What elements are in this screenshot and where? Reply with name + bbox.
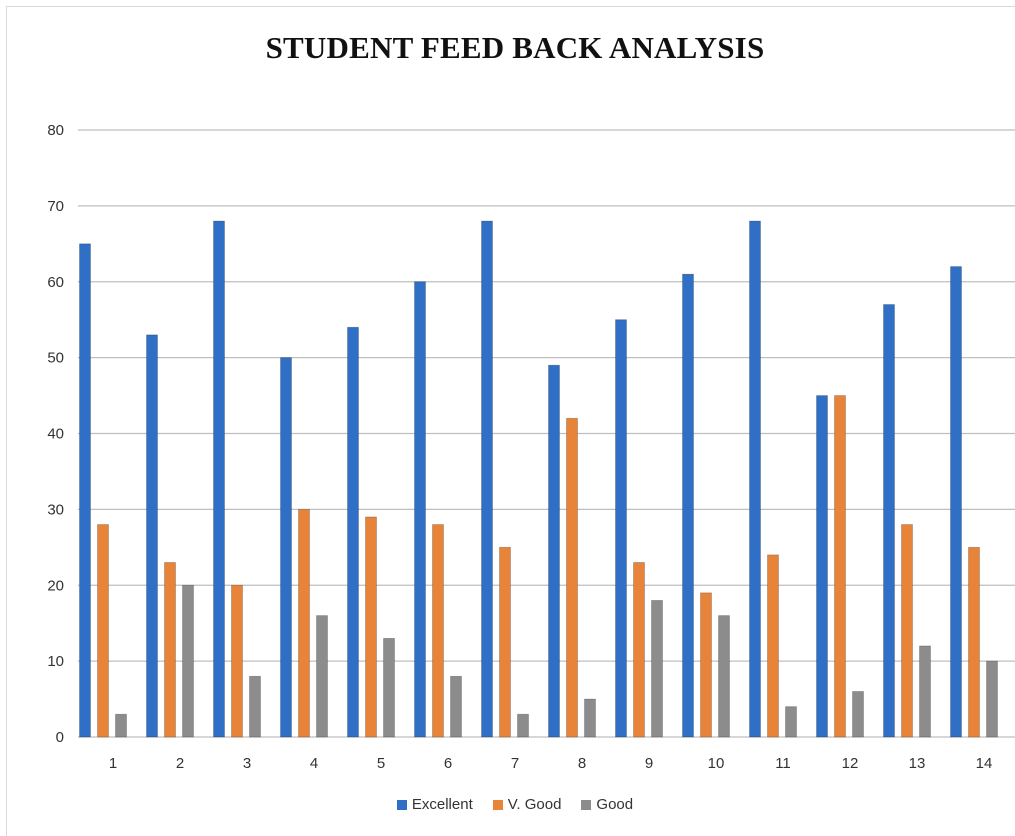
x-tick-label: 14 <box>976 755 993 772</box>
bar-vgood-4 <box>298 508 310 738</box>
legend-item-excellent: Excellent <box>396 796 473 813</box>
legend-item-good: Good <box>581 796 633 813</box>
bar-excellent-7 <box>481 220 493 738</box>
x-tick-label: 1 <box>109 755 117 772</box>
y-tick-label: 80 <box>47 122 64 139</box>
bar-good-1 <box>115 713 127 738</box>
bar-good-13 <box>919 645 931 738</box>
bar-vgood-14 <box>968 546 980 738</box>
bar-vgood-12 <box>834 395 846 738</box>
bar-good-2 <box>182 584 194 738</box>
bar-excellent-1 <box>79 243 91 738</box>
bar-vgood-13 <box>901 524 913 738</box>
bar-vgood-7 <box>499 546 511 738</box>
chart-title: STUDENT FEED BACK ANALYSIS <box>265 30 765 65</box>
bar-good-11 <box>785 706 797 738</box>
bar-good-3 <box>249 675 261 738</box>
legend: Excellent V. Good Good <box>0 796 1015 813</box>
x-tick-label: 13 <box>909 755 926 772</box>
y-tick-label: 0 <box>56 729 64 746</box>
y-tick-label: 40 <box>47 426 64 443</box>
bar-excellent-14 <box>950 266 962 738</box>
bar-good-7 <box>517 713 529 738</box>
legend-swatch-excellent <box>396 799 407 810</box>
legend-label-vgood: V. Good <box>507 796 562 813</box>
bar-vgood-1 <box>97 524 109 738</box>
x-tick-label: 11 <box>775 755 791 772</box>
bar-excellent-2 <box>146 334 158 738</box>
bar-vgood-2 <box>164 562 176 738</box>
legend-swatch-vgood <box>492 799 503 810</box>
x-tick-label: 2 <box>176 755 184 772</box>
bar-excellent-4 <box>280 357 292 738</box>
x-tick-label: 12 <box>842 755 859 772</box>
y-tick-label: 50 <box>47 350 64 367</box>
bar-excellent-10 <box>682 273 694 738</box>
bar-good-6 <box>450 675 462 738</box>
bar-excellent-11 <box>749 220 761 738</box>
x-tick-label: 8 <box>578 755 586 772</box>
bar-excellent-9 <box>615 319 627 738</box>
legend-item-vgood: V. Good <box>492 796 562 813</box>
y-tick-label: 70 <box>47 198 64 215</box>
bar-excellent-5 <box>347 326 359 738</box>
bar-vgood-8 <box>566 417 578 738</box>
legend-label-excellent: Excellent <box>411 796 473 813</box>
legend-swatch-good <box>581 799 592 810</box>
bar-vgood-9 <box>633 562 645 738</box>
y-tick-label: 10 <box>47 653 64 670</box>
chart-frame <box>6 6 1015 836</box>
bar-good-14 <box>986 660 998 738</box>
x-tick-label: 10 <box>708 755 725 772</box>
bar-excellent-6 <box>414 281 426 738</box>
bar-good-5 <box>383 637 395 738</box>
bar-good-12 <box>852 691 864 738</box>
x-tick-label: 4 <box>310 755 318 772</box>
bar-vgood-5 <box>365 516 377 738</box>
legend-label-good: Good <box>596 796 634 813</box>
bar-excellent-3 <box>213 220 225 738</box>
bar-good-10 <box>718 615 730 738</box>
bar-excellent-12 <box>816 395 828 738</box>
bar-excellent-13 <box>883 304 895 738</box>
bar-good-9 <box>651 600 663 738</box>
bar-vgood-10 <box>700 592 712 738</box>
bar-vgood-11 <box>767 554 779 738</box>
y-tick-label: 30 <box>47 501 64 518</box>
x-tick-label: 5 <box>377 755 385 772</box>
x-tick-label: 6 <box>444 755 452 772</box>
x-tick-label: 9 <box>645 755 653 772</box>
y-tick-label: 60 <box>47 274 64 291</box>
bar-excellent-8 <box>548 364 560 738</box>
x-tick-label: 3 <box>243 755 251 772</box>
bar-good-8 <box>584 698 596 738</box>
x-tick-label: 7 <box>511 755 519 772</box>
bar-vgood-6 <box>432 524 444 738</box>
bar-good-4 <box>316 615 328 738</box>
bar-vgood-3 <box>231 584 243 738</box>
y-tick-label: 20 <box>47 577 64 594</box>
